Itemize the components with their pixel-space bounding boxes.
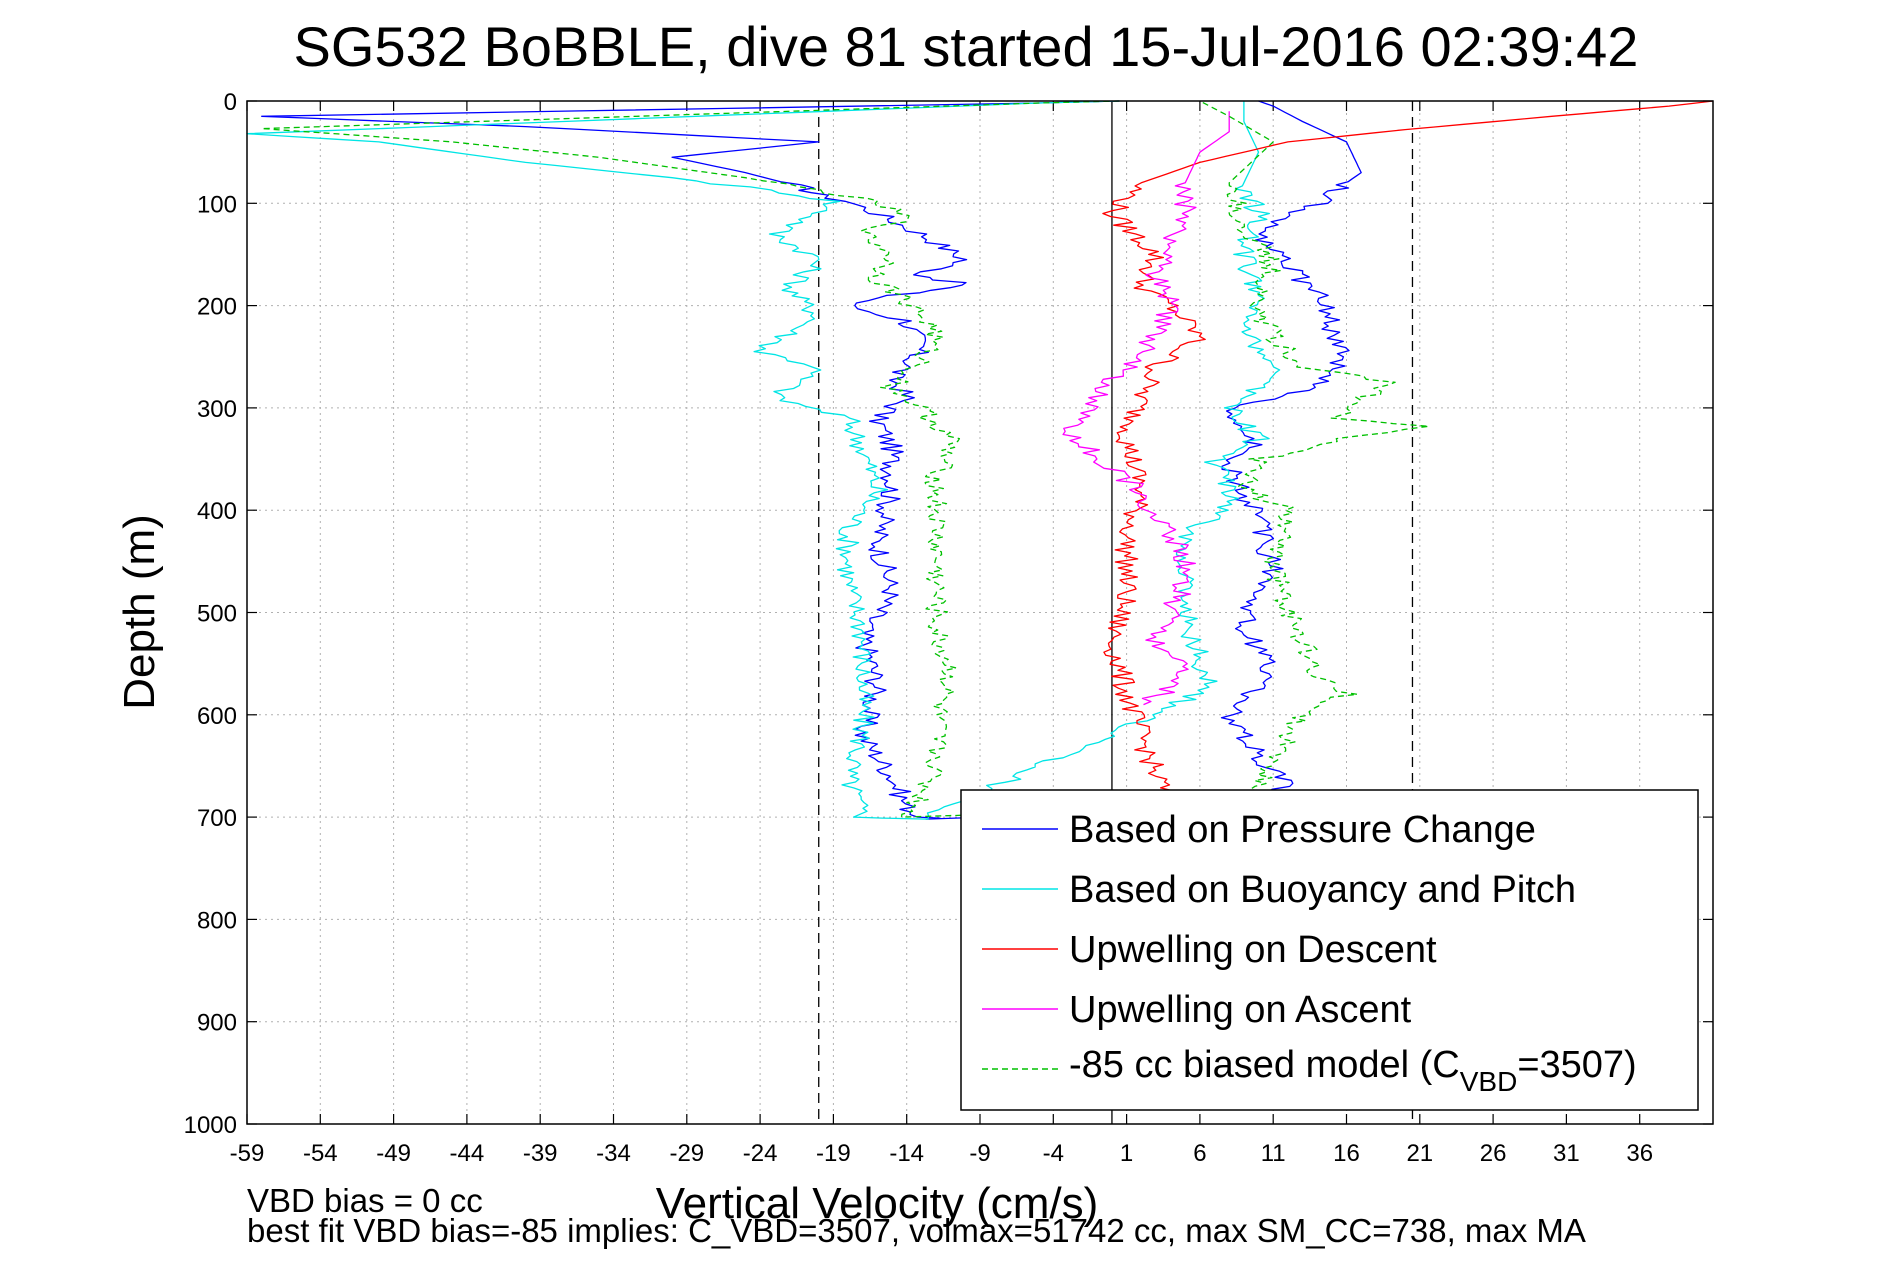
series-line-2 xyxy=(246,100,1281,820)
y-tick-label: 200 xyxy=(197,294,237,321)
x-tick-label: -9 xyxy=(969,1140,990,1167)
y-tick-label: 100 xyxy=(197,191,237,218)
series-line-1 xyxy=(261,100,1362,820)
x-tick-label: -4 xyxy=(1043,1140,1064,1167)
series-line-4 xyxy=(1062,111,1230,706)
x-tick-label: -34 xyxy=(596,1140,631,1167)
x-axis-label: Vertical Velocity (cm/s) xyxy=(656,1179,1099,1228)
y-tick-label: 300 xyxy=(197,396,237,423)
x-tick-label: 26 xyxy=(1480,1140,1507,1167)
x-tick-label: -54 xyxy=(303,1140,338,1167)
y-tick-label: 900 xyxy=(197,1010,237,1037)
x-tick-label: 31 xyxy=(1553,1140,1580,1167)
legend-box xyxy=(960,789,1699,1111)
x-tick-label: -59 xyxy=(230,1140,265,1167)
y-tick-label: 0 xyxy=(224,89,237,116)
x-tick-label: -49 xyxy=(376,1140,411,1167)
series-line-3 xyxy=(1102,100,1714,798)
x-tick-label: 6 xyxy=(1193,1140,1206,1167)
y-tick-label: 1000 xyxy=(184,1112,237,1139)
x-tick-label: 16 xyxy=(1333,1140,1360,1167)
plot-frame xyxy=(246,100,1714,1125)
legend-label: Upwelling on Descent xyxy=(1069,929,1437,971)
x-tick-label: 11 xyxy=(1261,1140,1286,1167)
legend-label: Upwelling on Ascent xyxy=(1069,989,1412,1031)
x-tick-label: -44 xyxy=(450,1140,485,1167)
y-tick-label: 700 xyxy=(197,805,237,832)
footnote-best-fit: best fit VBD bias=-85 implies: C_VBD=350… xyxy=(247,1212,1586,1249)
y-tick-label: 600 xyxy=(197,703,237,730)
x-tick-label: -29 xyxy=(669,1140,704,1167)
y-tick-label: 800 xyxy=(197,907,237,934)
legend-label: Based on Buoyancy and Pitch xyxy=(1069,869,1576,911)
y-tick-label: 500 xyxy=(197,601,237,628)
series-group xyxy=(246,100,1714,820)
x-tick-label: -14 xyxy=(889,1140,924,1167)
x-axis: -59 -54 -49 -44 -39 -34 -29 -24 -19 -14 -9 -4 1 6 11 16… xyxy=(230,101,1653,1167)
x-tick-label: -24 xyxy=(743,1140,778,1167)
x-tick-label: 1 xyxy=(1120,1140,1133,1167)
y-tick-label: 400 xyxy=(197,498,237,525)
series-line-5 xyxy=(261,100,1430,818)
legend-label: -85 cc biased model (CVBD=3507) xyxy=(1069,1044,1637,1097)
x-tick-label: -39 xyxy=(523,1140,558,1167)
legend-label: Based on Pressure Change xyxy=(1069,809,1536,851)
legend: Based on Pressure Change Based on Buoyanc… xyxy=(960,789,1699,1111)
x-tick-label: 36 xyxy=(1626,1140,1653,1167)
footnote-vbd-bias: VBD bias = 0 cc xyxy=(247,1182,483,1219)
x-tick-label: 21 xyxy=(1406,1140,1433,1167)
y-axis-label: Depth (m) xyxy=(115,514,164,710)
chart-title: SG532 BoBBLE, dive 81 started 15-Jul-201… xyxy=(294,15,1639,78)
x-tick-label: -19 xyxy=(816,1140,851,1167)
y-axis: 0 100 200 300 400 500 600 700 800 900 1000 xyxy=(184,89,1713,1139)
